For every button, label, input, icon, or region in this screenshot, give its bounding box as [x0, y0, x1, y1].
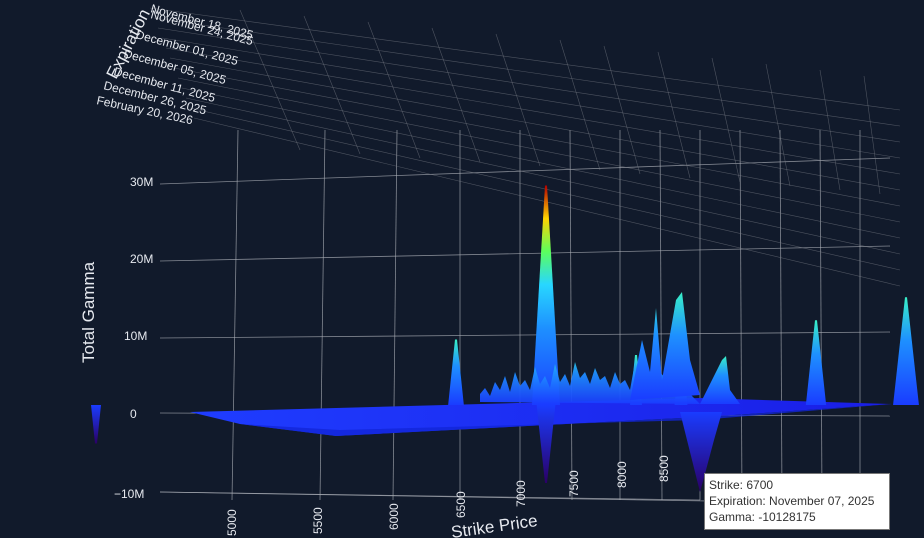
gamma-peak[interactable]: [536, 405, 556, 483]
gamma-peak[interactable]: [893, 297, 919, 405]
grid-wall-line: [711, 57, 741, 183]
grid-wall-line: [431, 27, 481, 163]
grid-depth-line: [157, 27, 901, 143]
tooltip-expiration: Expiration: November 07, 2025: [709, 494, 875, 508]
grid-depth-line: [169, 57, 901, 191]
grid-depth-line: [185, 97, 901, 255]
gamma-ridge-right[interactable]: [630, 292, 700, 400]
grid-x-line: [231, 129, 239, 501]
x-tick-8000: 8000: [615, 461, 629, 488]
x-tick-6500: 6500: [454, 491, 468, 518]
gamma-peak[interactable]: [532, 185, 560, 405]
grid-depth-line: [181, 87, 901, 239]
x-ticks: 5000 5500 6000 6500 7000 7500 8000 8500: [225, 455, 671, 536]
gamma-peak[interactable]: [805, 320, 827, 405]
grid-x-line: [569, 129, 573, 501]
grid-wall-line: [367, 21, 421, 159]
grid-floor-edge: [159, 491, 701, 501]
grid-wall-line: [495, 33, 541, 167]
grid-depth-line: [153, 17, 901, 127]
x-tick-5000: 5000: [225, 509, 239, 536]
gamma-ridge-edge[interactable]: [700, 356, 740, 404]
z-tick-30m: 30M: [130, 175, 153, 189]
z-ticks: 30M 20M 10M 0 −10M: [114, 175, 153, 501]
grid-z-line: [159, 157, 891, 185]
grid-x-line: [392, 129, 398, 501]
gamma-dip[interactable]: [680, 412, 722, 492]
grid-z-line: [159, 331, 891, 339]
grid-wall-line: [863, 75, 881, 195]
expiration-ticks: November 18, 2025 November 24, 2025 Dece…: [95, 1, 255, 127]
z-axis-title: Total Gamma: [79, 261, 98, 363]
gamma-peak[interactable]: [448, 339, 464, 405]
grid-wall-line: [603, 45, 641, 175]
x-tick-6000: 6000: [387, 503, 401, 530]
grid-x-line: [819, 129, 823, 501]
gamma-surface[interactable]: [0, 185, 924, 492]
x-tick-5500: 5500: [311, 507, 325, 534]
grid-depth-line: [149, 7, 901, 111]
grid-x-line: [319, 129, 326, 501]
grid-wall-line: [303, 15, 361, 155]
z-tick-20m: 20M: [130, 252, 153, 266]
grid-depth-line: [173, 67, 901, 207]
gamma-peak[interactable]: [91, 405, 101, 444]
grid-wall-line: [239, 9, 301, 151]
grid-wall-line: [657, 51, 691, 179]
z-tick-0: 0: [130, 407, 137, 421]
x-tick-7000: 7000: [514, 480, 528, 507]
grid-lines: [149, 7, 901, 505]
grid-wall-line: [765, 63, 791, 187]
grid-depth-line: [165, 47, 901, 175]
z-tick-10m: 10M: [124, 329, 147, 343]
grid-x-line: [739, 129, 743, 501]
grid-depth-line: [161, 37, 901, 159]
tooltip-gamma: Gamma: -10128175: [709, 510, 816, 524]
grid-depth-line: [177, 77, 901, 223]
tooltip-strike: Strike: 6700: [709, 478, 774, 492]
grid-z-line: [159, 245, 891, 262]
x-tick-7500: 7500: [567, 470, 581, 497]
hover-tooltip: Strike: 6700 Expiration: November 07, 20…: [704, 473, 890, 530]
x-tick-8500: 8500: [657, 455, 671, 482]
grid-x-line: [659, 129, 663, 501]
grid-wall-line: [819, 69, 841, 191]
grid-wall-line: [559, 39, 601, 171]
grid-x-line: [779, 129, 783, 501]
z-tick-neg10m: −10M: [114, 487, 144, 501]
